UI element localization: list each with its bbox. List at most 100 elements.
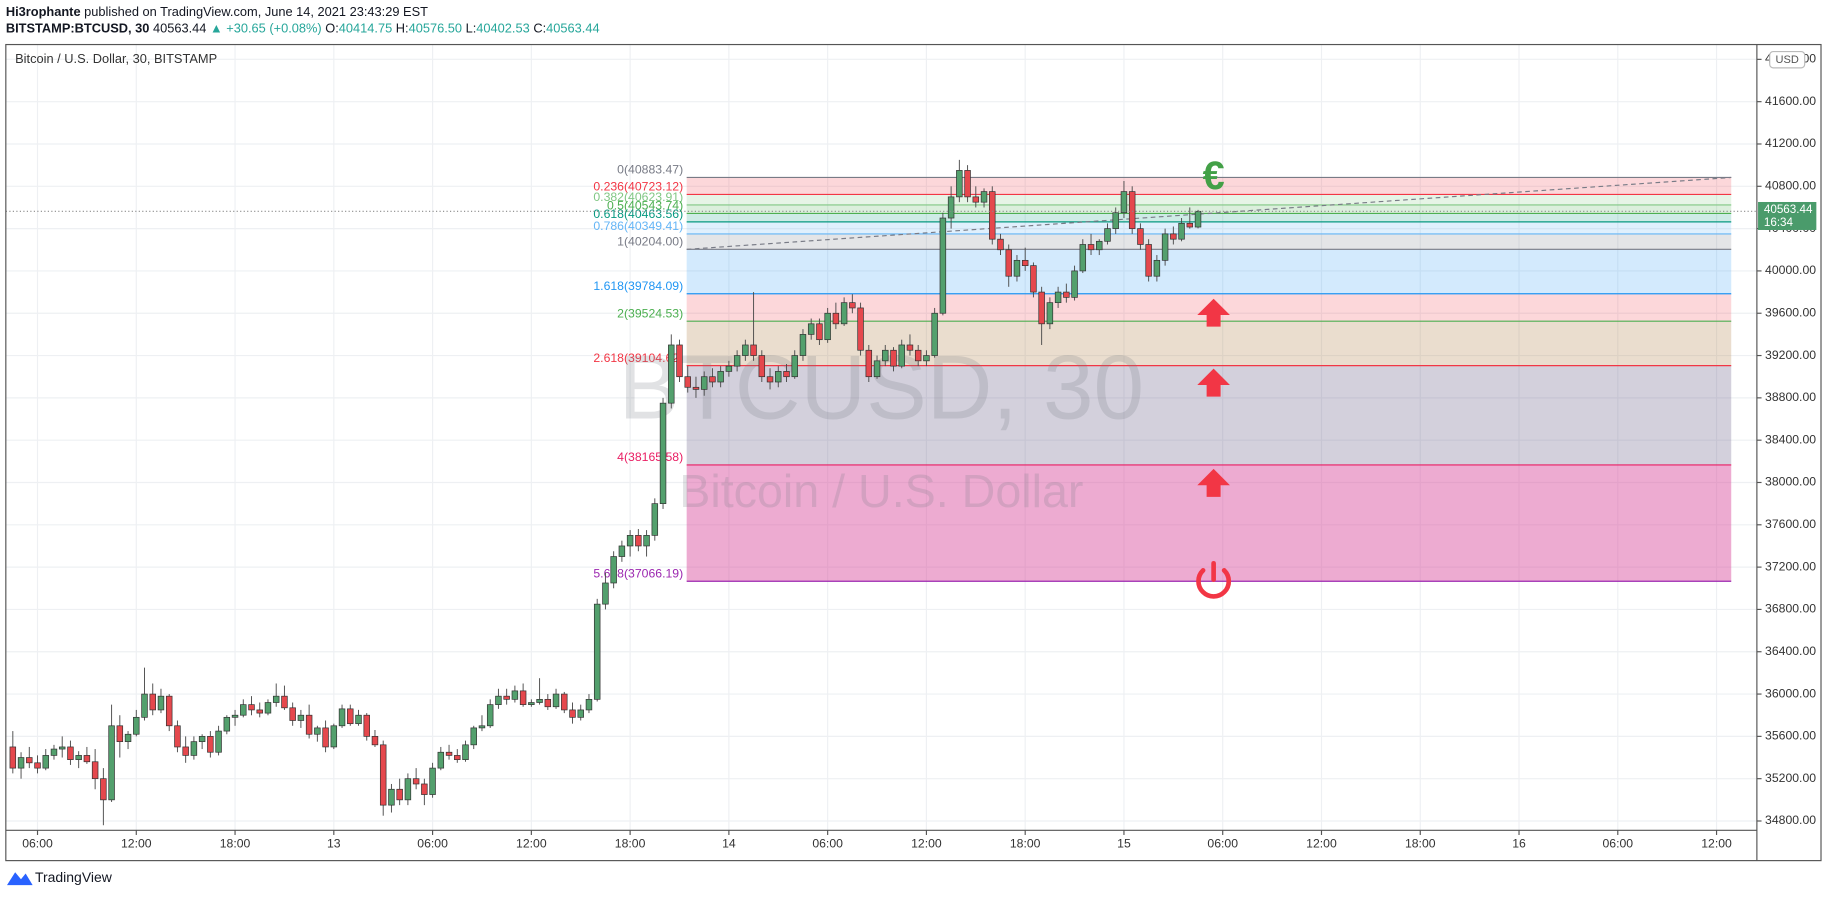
candle-body — [478, 725, 486, 729]
fib-label: 0.382(40623.91) — [593, 190, 683, 204]
candle-body — [388, 788, 395, 806]
candle-body — [100, 778, 107, 801]
x-tick-label: 14 — [722, 837, 736, 851]
fib-label: 1.618(39784.09) — [593, 279, 683, 293]
candle-body — [1021, 259, 1029, 266]
price-box-label: 40563.44 — [1764, 203, 1813, 216]
candle-body — [840, 302, 848, 325]
candle-body — [766, 376, 774, 383]
fib-label: 4(38165.58) — [617, 450, 683, 464]
candle-body — [544, 698, 552, 708]
ohlc-value: 40576.50 — [409, 21, 462, 36]
candle-body — [947, 196, 955, 219]
x-tick-label: 12:00 — [121, 837, 152, 851]
icons: € — [1196, 154, 1232, 599]
candle-body — [528, 702, 535, 705]
currency-box — [1769, 50, 1806, 69]
candle-body — [832, 312, 840, 325]
candle-body — [363, 714, 370, 737]
ohlc-key: O: — [325, 21, 339, 36]
candle-body — [91, 761, 99, 780]
candle-body — [330, 725, 338, 748]
candle-body — [816, 323, 823, 341]
candle-body — [17, 757, 25, 769]
candle-body — [561, 693, 568, 711]
y-tick-label: 39200.00 — [1765, 348, 1816, 362]
fib-label: 2(39524.53) — [617, 306, 683, 320]
y-tick-label: 38000.00 — [1765, 475, 1816, 489]
candle-body — [1013, 259, 1021, 277]
candle-body — [58, 746, 66, 750]
publish-line: Hi3rophante published on TradingView.com… — [6, 4, 428, 19]
candle-body — [635, 535, 642, 547]
candle-body — [1120, 191, 1128, 214]
candle-body — [1194, 210, 1202, 228]
candle-body — [733, 355, 741, 367]
candle-body — [207, 736, 214, 753]
candle-body — [462, 744, 469, 760]
candle-body — [569, 709, 576, 718]
candle-body — [511, 690, 519, 700]
candle-body — [914, 349, 922, 362]
fib-label: 1(40204.00) — [617, 235, 683, 249]
candle-body — [396, 788, 403, 801]
candle-body — [1038, 291, 1045, 325]
candle-body — [1178, 222, 1185, 240]
candle-body — [997, 238, 1004, 251]
y-tick-label: 35600.00 — [1765, 729, 1816, 743]
candle-body — [305, 714, 313, 735]
candle-body — [75, 755, 82, 760]
candle-body — [882, 349, 889, 362]
candle-body — [972, 196, 980, 203]
fib-band — [686, 194, 1732, 205]
candle-body — [668, 344, 675, 404]
candle-body — [651, 503, 659, 536]
candle-body — [486, 704, 494, 727]
published: published on TradingView.com, June 14, 2… — [84, 4, 428, 19]
candle-body — [1079, 244, 1087, 272]
countdown: 16:34 — [1764, 216, 1794, 229]
candle-body — [536, 698, 543, 703]
trend-line — [686, 176, 1732, 250]
candle-body — [231, 714, 239, 718]
candle-body — [684, 376, 691, 388]
candle-body — [404, 778, 412, 801]
candle-body — [412, 778, 420, 785]
fib-band — [686, 213, 1732, 222]
chart-frame — [5, 43, 1822, 862]
candle-body — [618, 545, 626, 557]
candle-body — [643, 535, 650, 547]
candle-body — [1128, 191, 1136, 229]
candle-body — [939, 217, 947, 314]
candle-body — [906, 344, 914, 351]
y-tick-label: 36400.00 — [1765, 644, 1816, 658]
chart-legend: Bitcoin / U.S. Dollar, 30, BITSTAMP — [15, 51, 217, 66]
candle-body — [371, 736, 379, 746]
x-tick-label: 12:00 — [1306, 837, 1337, 851]
candle-body — [67, 746, 74, 760]
x-tick-label: 18:00 — [1405, 837, 1436, 851]
candle-body — [281, 695, 288, 709]
last-price: 40563.44 — [153, 21, 206, 36]
candle-body — [775, 371, 782, 383]
x-tick-label: 06:00 — [417, 837, 448, 851]
candle-body — [1186, 222, 1194, 228]
candle-body — [725, 365, 733, 372]
candle-body — [742, 344, 749, 356]
fib-band — [686, 221, 1732, 234]
candle-body — [503, 695, 510, 700]
fib-label: 0(40883.47) — [617, 163, 683, 177]
candle-body — [133, 716, 140, 735]
fib-label: 0.618(40463.56) — [593, 207, 683, 221]
candle-body — [454, 755, 461, 760]
x-tick-label: 18:00 — [1010, 837, 1041, 851]
author: Hi3rophante — [6, 4, 81, 19]
footer-brand: TradingView — [35, 869, 113, 885]
candle-body — [495, 695, 502, 705]
candle-body — [519, 690, 527, 705]
candle-body — [626, 535, 634, 547]
x-tick-label: 12:00 — [911, 837, 942, 851]
candle-body — [1087, 244, 1095, 251]
candle-body — [964, 170, 971, 198]
